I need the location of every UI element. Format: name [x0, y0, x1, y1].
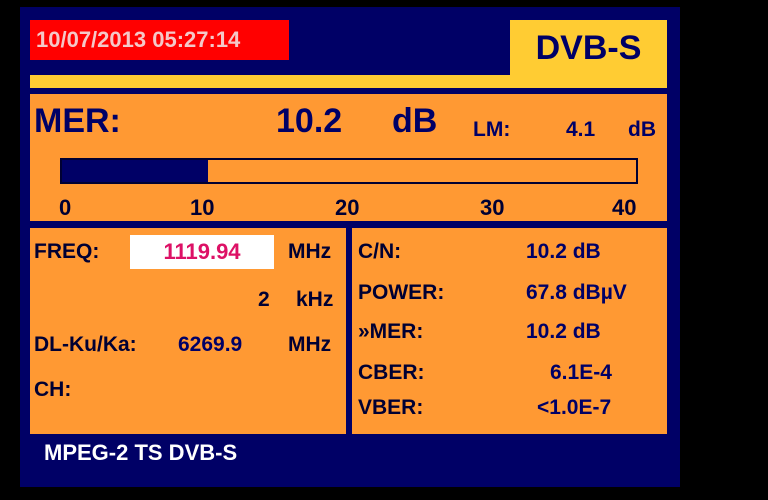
dl-label: DL-Ku/Ka: [34, 333, 137, 356]
tick-label: 0 [59, 195, 72, 220]
measurements-panel [352, 228, 667, 434]
vber-value: <1.0E-7 [537, 396, 612, 419]
dl-value: 6269.9 [178, 333, 243, 356]
mer-panel [30, 94, 667, 221]
offset-value: 2 [258, 288, 270, 311]
cber-value: 6.1E-4 [550, 361, 612, 384]
tick-label: 10 [190, 195, 215, 220]
cn-value: 10.2 dB [526, 240, 601, 263]
mer-value: 10.2 [276, 102, 343, 140]
dl-unit: MHz [288, 333, 332, 356]
power-value: 67.8 dBµV [526, 281, 627, 304]
header-divider [30, 75, 667, 88]
lm-value: 4.1 [566, 118, 596, 141]
lm-label: LM: [473, 118, 511, 141]
standard-badge: DVB-S [510, 20, 667, 76]
mer-level-bar [60, 158, 638, 184]
mer-label: MER: [34, 102, 121, 140]
tick-label: 20 [335, 195, 360, 220]
offset-unit: kHz [296, 288, 334, 311]
cn-label: C/N: [358, 240, 402, 263]
freq-label: FREQ: [34, 240, 100, 263]
stream-info: MPEG-2 TS DVB-S [44, 440, 238, 465]
datetime-display: 10/07/2013 05:27:14 [30, 20, 289, 60]
mer-level-fill [62, 160, 209, 182]
power-label: POWER: [358, 281, 445, 304]
cber-label: CBER: [358, 361, 425, 384]
mer-unit: dB [392, 102, 438, 140]
freq-unit: MHz [288, 240, 332, 263]
vber-label: VBER: [358, 396, 424, 419]
mer-detail-label: »MER: [358, 320, 424, 343]
mer-detail-value: 10.2 dB [526, 320, 601, 343]
tick-label: 30 [480, 195, 505, 220]
freq-input[interactable]: 1119.94 [130, 235, 274, 269]
channel-label: CH: [34, 378, 72, 401]
tick-label: 40 [612, 195, 637, 220]
lm-unit: dB [628, 118, 656, 141]
